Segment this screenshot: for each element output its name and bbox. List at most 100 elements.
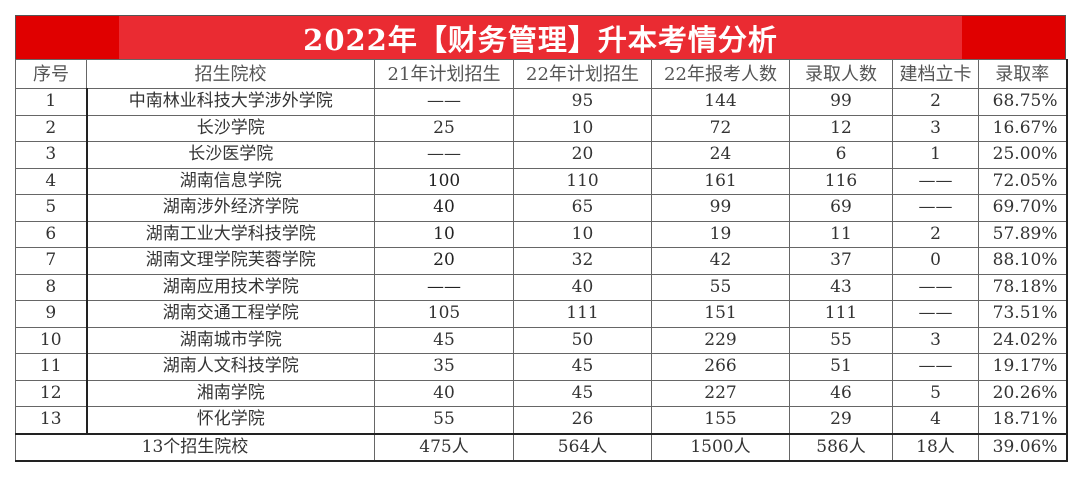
header-row: 序号 招生院校 21年计划招生 22年计划招生 22年报考人数 录取人数 建档立…	[15, 59, 1067, 89]
cell-rate: 16.67%	[978, 114, 1067, 142]
cell-poverty: ——	[892, 300, 979, 328]
cell-poverty: 3	[892, 326, 979, 354]
cell-school: 湖南人文科技学院	[86, 353, 375, 381]
cell-applicants22: 24	[651, 141, 790, 169]
cell-admitted: 12	[789, 114, 893, 142]
cell-plan21: 40	[374, 194, 514, 222]
cell-plan22: 20	[513, 141, 652, 169]
cell-rate: 68.75%	[978, 88, 1067, 116]
cell-seq: 3	[15, 141, 88, 169]
cell-applicants22: 266	[651, 353, 790, 381]
cell-plan22: 111	[513, 300, 652, 328]
cell-plan21: ——	[374, 273, 514, 301]
page-title: 2022年【财务管理】升本考情分析	[303, 22, 778, 57]
cell-admitted: 6	[789, 141, 893, 169]
cell-admitted: 43	[789, 273, 893, 301]
cell-applicants22: 55	[651, 273, 790, 301]
cell-plan22: 10	[513, 114, 652, 142]
col-header-admitted: 录取人数	[789, 59, 893, 89]
cell-plan21: 100	[374, 167, 514, 195]
col-header-school: 招生院校	[86, 59, 375, 89]
cell-admitted: 116	[789, 167, 893, 195]
cell-rate: 19.17%	[978, 353, 1067, 381]
title-right-accent	[962, 16, 1065, 59]
cell-applicants22: 227	[651, 379, 790, 407]
table-row: 4 湖南信息学院 100 110 161 116 —— 72.05%	[15, 167, 1067, 195]
col-header-poverty: 建档立卡	[892, 59, 979, 89]
col-header-plan21: 21年计划招生	[374, 59, 514, 89]
table-row: 7 湖南文理学院芙蓉学院 20 32 42 37 0 88.10%	[15, 247, 1067, 275]
cell-seq: 5	[15, 194, 88, 222]
cell-rate: 57.89%	[978, 220, 1067, 248]
cell-plan21: ——	[374, 88, 514, 116]
table-row: 9 湖南交通工程学院 105 111 151 111 —— 73.51%	[15, 300, 1067, 328]
total-poverty: 18人	[892, 432, 979, 462]
cell-school: 湘南学院	[86, 379, 375, 407]
cell-school: 怀化学院	[86, 406, 375, 434]
cell-poverty: 3	[892, 114, 979, 142]
cell-poverty: 2	[892, 88, 979, 116]
table-row: 2 长沙学院 25 10 72 12 3 16.67%	[15, 114, 1067, 142]
cell-seq: 7	[15, 247, 88, 275]
table-row: 3 长沙医学院 —— 20 24 6 1 25.00%	[15, 141, 1067, 169]
cell-applicants22: 161	[651, 167, 790, 195]
cell-plan22: 95	[513, 88, 652, 116]
cell-school: 长沙学院	[86, 114, 375, 142]
admission-table: 序号 招生院校 21年计划招生 22年计划招生 22年报考人数 录取人数 建档立…	[15, 59, 1068, 462]
table-row: 12 湘南学院 40 45 227 46 5 20.26%	[15, 379, 1067, 407]
table-row: 6 湖南工业大学科技学院 10 10 19 11 2 57.89%	[15, 220, 1067, 248]
cell-rate: 20.26%	[978, 379, 1067, 407]
cell-poverty: ——	[892, 194, 979, 222]
cell-plan21: 55	[374, 406, 514, 434]
table-row: 13 怀化学院 55 26 155 29 4 18.71%	[15, 406, 1067, 434]
cell-admitted: 46	[789, 379, 893, 407]
cell-school: 湖南交通工程学院	[86, 300, 375, 328]
cell-seq: 1	[15, 88, 88, 116]
cell-school: 中南林业科技大学涉外学院	[86, 88, 375, 116]
cell-rate: 78.18%	[978, 273, 1067, 301]
cell-school: 湖南城市学院	[86, 326, 375, 354]
title-left-accent	[16, 16, 119, 59]
cell-rate: 24.02%	[978, 326, 1067, 354]
cell-rate: 88.10%	[978, 247, 1067, 275]
col-header-applicants22: 22年报考人数	[651, 59, 790, 89]
table-row: 11 湖南人文科技学院 35 45 266 51 —— 19.17%	[15, 353, 1067, 381]
cell-applicants22: 155	[651, 406, 790, 434]
cell-poverty: ——	[892, 273, 979, 301]
cell-school: 湖南应用技术学院	[86, 273, 375, 301]
cell-admitted: 55	[789, 326, 893, 354]
cell-rate: 69.70%	[978, 194, 1067, 222]
cell-applicants22: 229	[651, 326, 790, 354]
cell-applicants22: 99	[651, 194, 790, 222]
cell-applicants22: 151	[651, 300, 790, 328]
cell-admitted: 111	[789, 300, 893, 328]
cell-plan22: 32	[513, 247, 652, 275]
total-plan21: 475人	[374, 432, 514, 462]
cell-rate: 72.05%	[978, 167, 1067, 195]
cell-seq: 6	[15, 220, 88, 248]
table-row: 10 湖南城市学院 45 50 229 55 3 24.02%	[15, 326, 1067, 354]
cell-rate: 25.00%	[978, 141, 1067, 169]
total-admitted: 586人	[789, 432, 893, 462]
cell-plan22: 45	[513, 379, 652, 407]
cell-seq: 8	[15, 273, 88, 301]
cell-plan21: 105	[374, 300, 514, 328]
cell-applicants22: 72	[651, 114, 790, 142]
table-row: 1 中南林业科技大学涉外学院 —— 95 144 99 2 68.75%	[15, 88, 1067, 116]
total-row: 13个招生院校 475人 564人 1500人 586人 18人 39.06%	[15, 432, 1067, 462]
cell-plan21: 40	[374, 379, 514, 407]
cell-school: 长沙医学院	[86, 141, 375, 169]
cell-school: 湖南涉外经济学院	[86, 194, 375, 222]
total-rate: 39.06%	[978, 432, 1067, 462]
cell-plan21: 35	[374, 353, 514, 381]
col-header-rate: 录取率	[978, 59, 1067, 89]
cell-seq: 13	[15, 406, 88, 434]
cell-seq: 9	[15, 300, 88, 328]
cell-poverty: ——	[892, 353, 979, 381]
cell-plan22: 65	[513, 194, 652, 222]
cell-seq: 12	[15, 379, 88, 407]
cell-plan22: 40	[513, 273, 652, 301]
cell-school: 湖南信息学院	[86, 167, 375, 195]
table-row: 8 湖南应用技术学院 —— 40 55 43 —— 78.18%	[15, 273, 1067, 301]
analysis-sheet: 2022年【财务管理】升本考情分析 序号 招生院校 21年计划招生 22年计划招…	[15, 15, 1068, 462]
